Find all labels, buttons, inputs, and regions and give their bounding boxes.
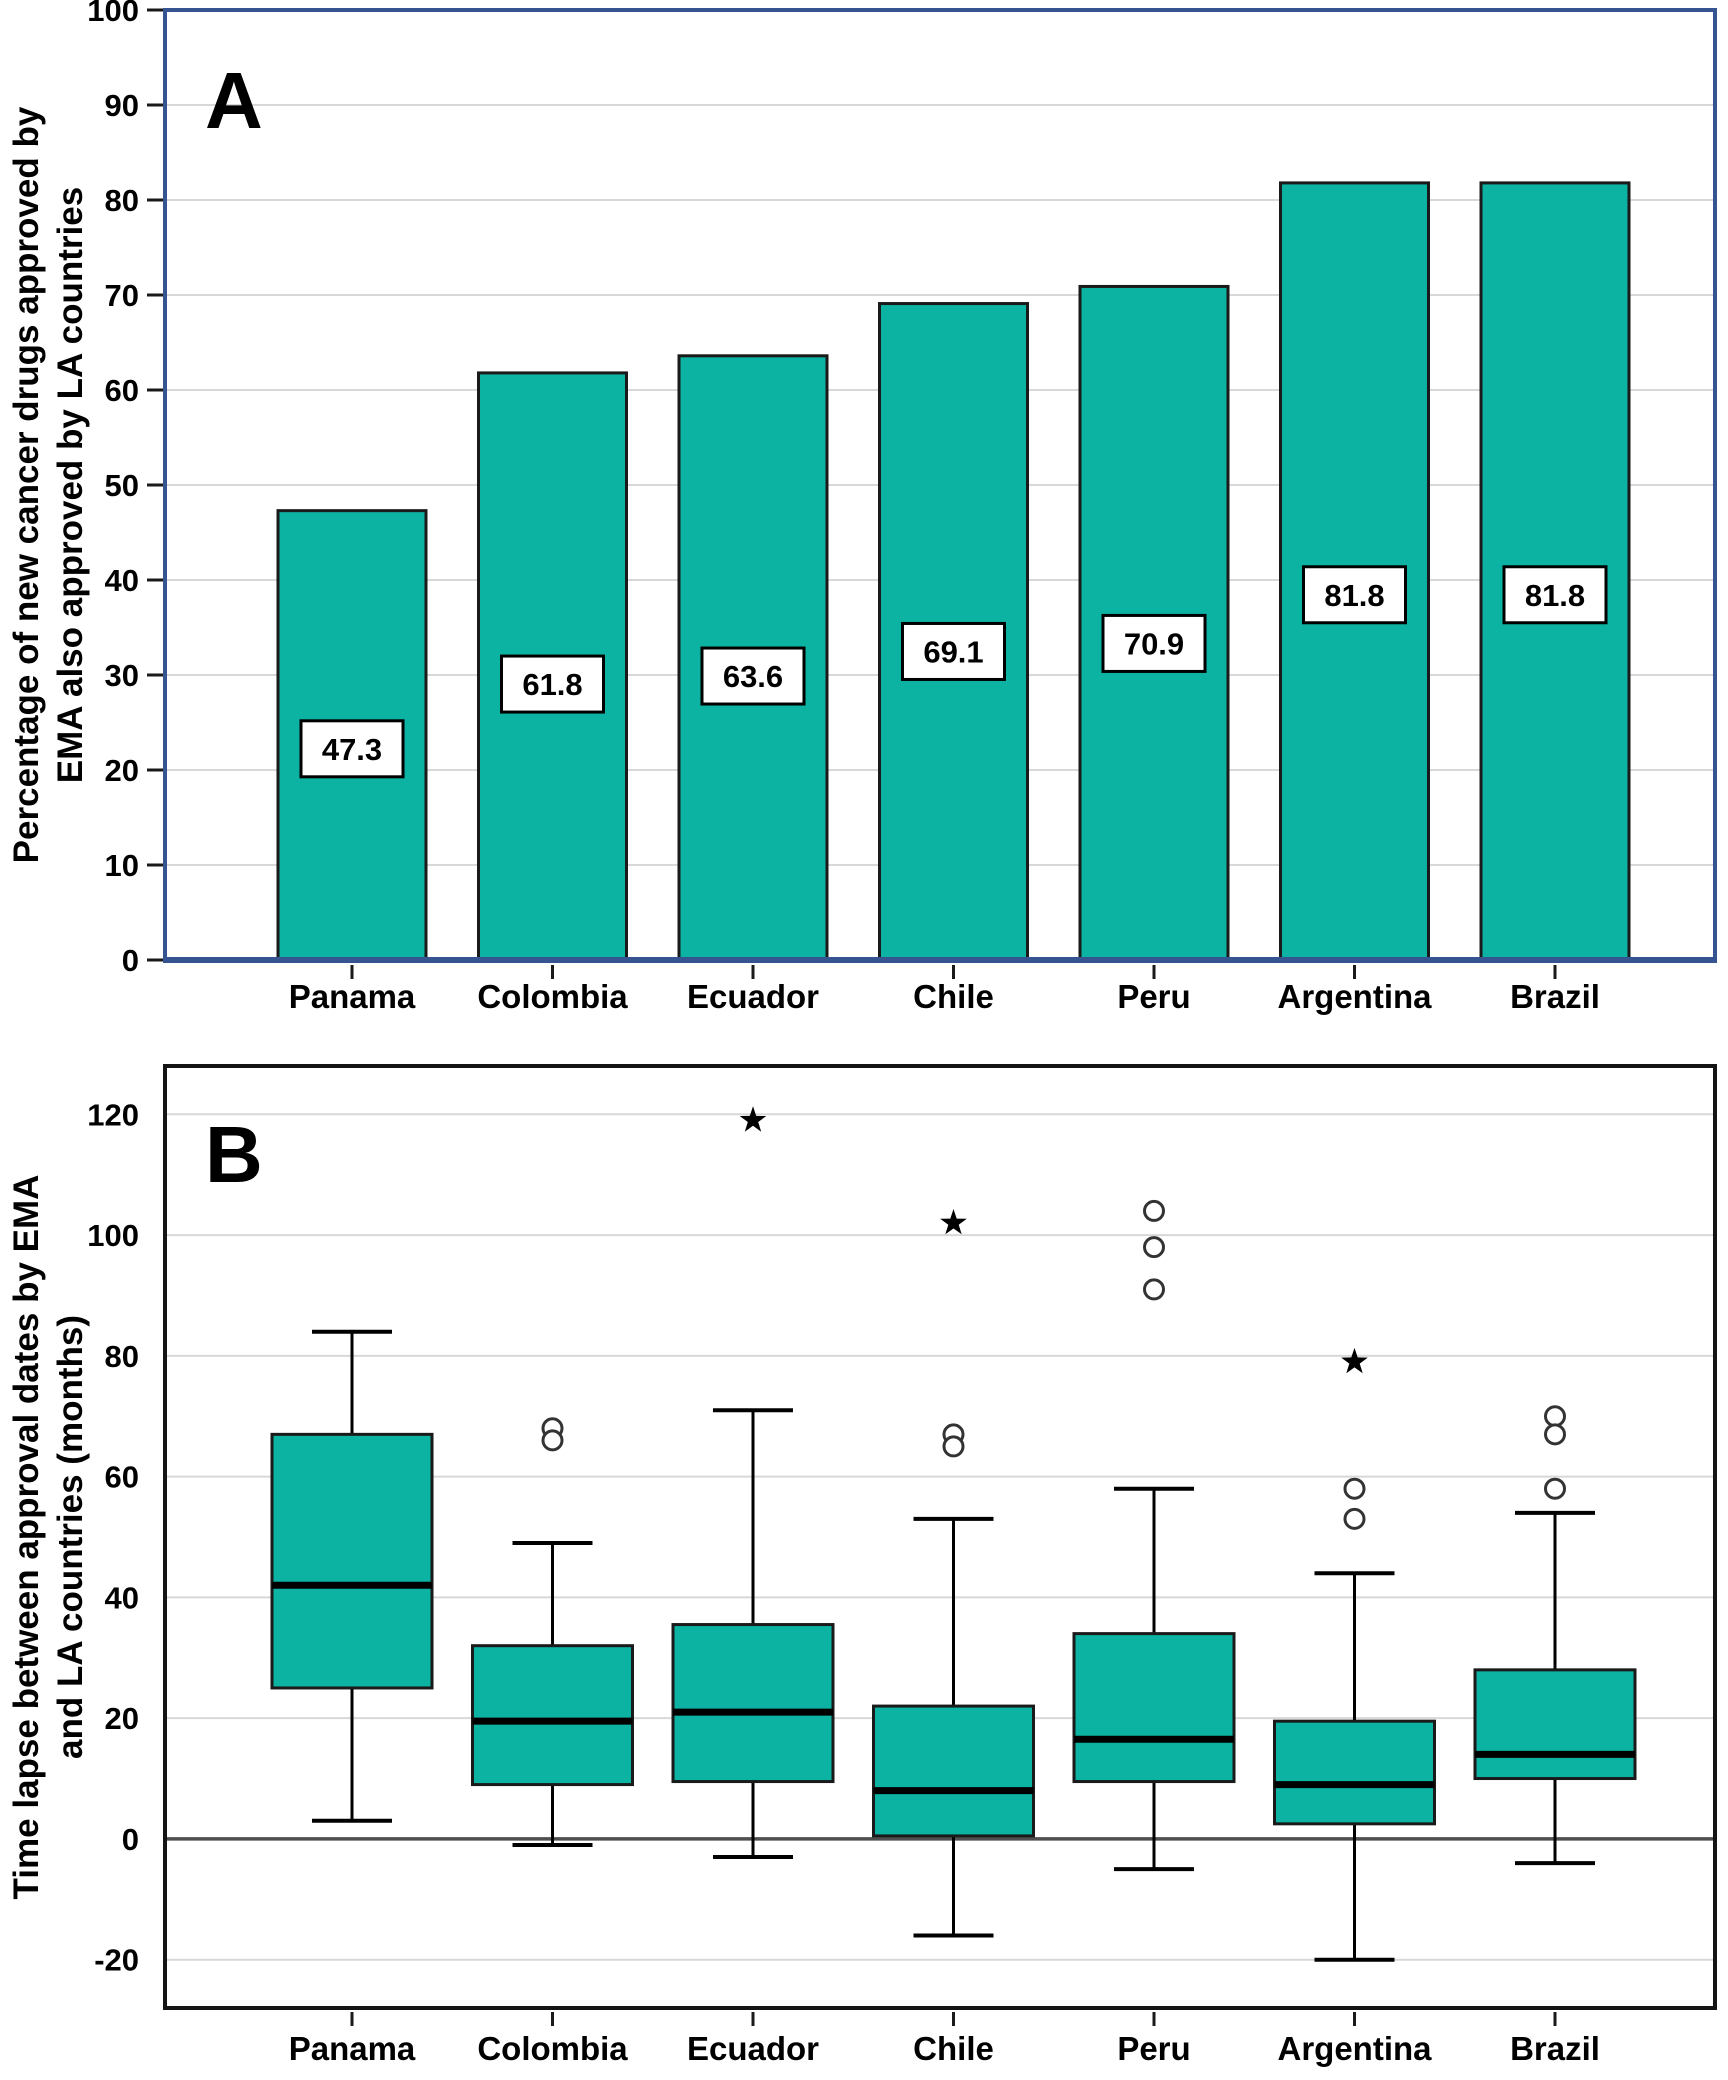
x-category-label: Ecuador (687, 978, 819, 1015)
x-category-label: Brazil (1510, 978, 1600, 1015)
y-tick-label: 40 (105, 1580, 139, 1615)
x-category-label: Colombia (477, 978, 628, 1015)
iqr-box (1072, 1632, 1236, 1784)
y-tick-label: 20 (105, 753, 139, 788)
panel-b-border (163, 1064, 1717, 2010)
y-tick-label: 80 (105, 1339, 139, 1374)
y-tick-label: 50 (105, 468, 139, 503)
y-tick-label: 0 (122, 943, 139, 978)
y-tick-label: 10 (105, 848, 139, 883)
outlier-circle (1544, 1405, 1566, 1428)
x-category-label: Brazil (1510, 2030, 1600, 2067)
value-label: 81.8 (1324, 578, 1384, 613)
bar-Colombia: 61.8 (477, 371, 628, 962)
value-label-box (901, 621, 1006, 681)
y-tick-label: 90 (105, 88, 139, 123)
iqr-box (1473, 1668, 1637, 1781)
box-Colombia (471, 1417, 634, 1847)
y-tick-label: 60 (105, 373, 139, 408)
outlier-circle (1143, 1199, 1165, 1222)
y-tick-label: 0 (122, 1822, 139, 1857)
y-tick-label: 100 (87, 0, 139, 28)
panel-b-letter: B (205, 1110, 263, 1199)
value-label: 63.6 (723, 659, 783, 694)
panel-a-plot-area: 47.3 61.8 63.6 69.1 70.9 81.8 81.8 (165, 9, 1715, 962)
box-Chile (872, 1209, 1035, 1938)
outlier-circle (1143, 1236, 1165, 1259)
value-label: 70.9 (1124, 626, 1184, 661)
x-category-label: Peru (1117, 978, 1190, 1015)
box-Brazil (1473, 1405, 1637, 1866)
x-category-label: Panama (289, 978, 416, 1015)
bar-Brazil: 81.8 (1479, 181, 1631, 962)
outlier-circle (942, 1435, 965, 1458)
value-label-box (700, 646, 806, 706)
box-Ecuador (671, 1106, 835, 1860)
iqr-box (471, 1644, 634, 1787)
x-category-label: Ecuador (687, 2030, 819, 2067)
value-label: 81.8 (1525, 578, 1585, 613)
extreme-star (739, 1106, 767, 1132)
y-tick-label: 20 (105, 1701, 139, 1736)
y-tick-label: -20 (94, 1943, 139, 1978)
outlier-circle (1343, 1507, 1366, 1530)
x-category-label: Chile (913, 978, 994, 1015)
value-label-box (299, 719, 405, 779)
bar-Chile: 69.1 (878, 302, 1029, 962)
iqr-box (270, 1432, 434, 1690)
outlier-circle (1544, 1477, 1566, 1500)
iqr-box (872, 1704, 1035, 1838)
y-tick-label: 70 (105, 278, 139, 313)
box-Peru (1072, 1199, 1236, 1872)
x-category-label: Peru (1117, 2030, 1190, 2067)
x-category-label: Panama (289, 2030, 416, 2067)
value-label: 47.3 (322, 732, 382, 767)
y-tick-label: 80 (105, 183, 139, 218)
y-tick-label: 100 (87, 1218, 139, 1253)
x-category-label: Argentina (1277, 978, 1432, 1015)
box-Argentina (1273, 1347, 1436, 1962)
panel-a-letter: A (205, 56, 263, 145)
value-label: 69.1 (923, 634, 983, 669)
value-label-box (1302, 565, 1407, 625)
outlier-circle (1143, 1278, 1165, 1301)
x-category-label: Argentina (1277, 2030, 1432, 2067)
y-tick-label: 120 (87, 1097, 139, 1132)
bar-Panama: 47.3 (276, 509, 428, 962)
y-tick-label: 40 (105, 563, 139, 598)
panel-b-box-plot: -20 0 20 40 60 80 100 120 Panama Colombia Ecuador C… (87, 1064, 1717, 2067)
bar-Ecuador: 63.6 (677, 354, 829, 962)
box-Panama (270, 1329, 434, 1823)
outlier-circle (1544, 1423, 1566, 1446)
iqr-box (671, 1623, 835, 1784)
extreme-star (1341, 1347, 1368, 1374)
x-category-label: Colombia (477, 2030, 628, 2067)
bar-Peru: 70.9 (1078, 284, 1230, 962)
value-label-box (500, 654, 605, 714)
value-label: 61.8 (522, 667, 582, 702)
panel-a-bar-chart: 47.3 61.8 63.6 69.1 70.9 81.8 81.8 0 10 20 30 40 50 6… (87, 0, 1717, 1015)
x-category-label: Chile (913, 2030, 994, 2067)
y-tick-label: 60 (105, 1460, 139, 1495)
outlier-circle (1343, 1477, 1366, 1500)
outlier-circle (541, 1429, 564, 1452)
bar-Argentina: 81.8 (1279, 181, 1430, 962)
extreme-star (940, 1209, 967, 1235)
y-tick-label: 30 (105, 658, 139, 693)
panel-b-plot-area (165, 1106, 1715, 1962)
value-label-box (1502, 565, 1608, 625)
iqr-box (1273, 1719, 1436, 1826)
value-label-box (1101, 613, 1207, 673)
